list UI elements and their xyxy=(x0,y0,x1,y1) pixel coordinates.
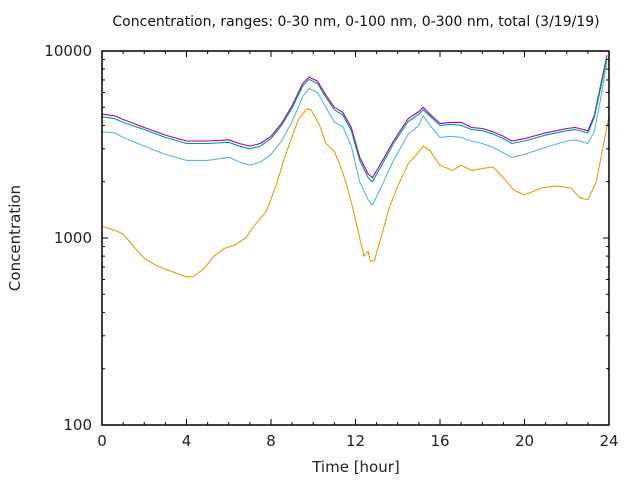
series-line-0-30-nm xyxy=(101,108,610,278)
series-line-total xyxy=(101,55,608,179)
x-tick-labels: 0 4 8 12 16 20 24 xyxy=(97,432,618,450)
y-tick-label: 100 xyxy=(63,416,92,434)
y-tick-label: 1000 xyxy=(54,229,92,247)
axes-layer xyxy=(101,50,610,426)
x-tick-label: 4 xyxy=(182,432,192,450)
y-axis-label: Concentration xyxy=(6,185,24,291)
series-line-0-300-nm xyxy=(101,57,608,183)
series-layer xyxy=(101,55,610,278)
x-tick-label: 20 xyxy=(515,432,534,450)
chart-title: Concentration, ranges: 0-30 nm, 0-100 nm… xyxy=(112,14,599,30)
x-tick-label: 24 xyxy=(599,432,618,450)
x-tick-label: 16 xyxy=(430,432,449,450)
y-tick-labels: 100 1000 10000 xyxy=(44,42,92,434)
plot-frame xyxy=(101,50,610,426)
series-line-0-100-nm xyxy=(101,61,608,206)
x-tick-label: 12 xyxy=(346,432,365,450)
x-tick-label: 0 xyxy=(97,432,107,450)
y-tick-label: 10000 xyxy=(44,42,92,60)
x-axis-label: Time [hour] xyxy=(311,458,400,476)
x-tick-label: 8 xyxy=(266,432,276,450)
